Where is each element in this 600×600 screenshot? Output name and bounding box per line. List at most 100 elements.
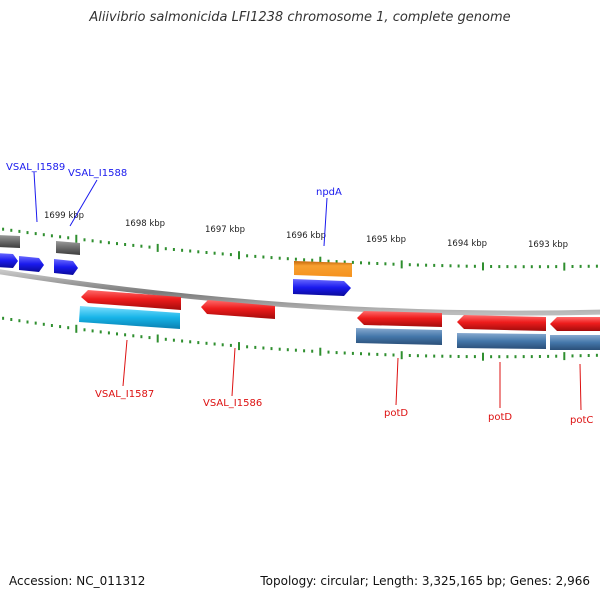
feature-VSAL_I1589-arrow[interactable] (0, 253, 18, 268)
feature-gray-1[interactable] (0, 235, 20, 248)
feature-potC-gene[interactable] (550, 335, 600, 350)
feature-gray-2[interactable] (56, 241, 80, 255)
minor-tick (254, 254, 257, 258)
minor-tick (164, 247, 167, 251)
feature-npdA-cds[interactable] (293, 279, 351, 296)
minor-tick (449, 264, 452, 268)
minor-tick (538, 355, 541, 358)
minor-tick (343, 260, 346, 264)
minor-tick (392, 262, 395, 266)
minor-tick (294, 348, 297, 352)
label-VSAL_I1588[interactable]: VSAL_I1588 (68, 168, 127, 179)
minor-tick (59, 325, 62, 329)
minor-tick (205, 341, 208, 345)
minor-tick (10, 228, 13, 232)
kbp-tick-label: 1697 kbp (205, 225, 245, 235)
minor-tick (351, 260, 354, 264)
minor-tick (140, 335, 143, 339)
minor-tick (205, 251, 208, 254)
outer-tick-ring (2, 227, 598, 271)
minor-tick (26, 231, 29, 235)
feature-potD-2-gene[interactable] (457, 333, 546, 349)
leader-line (395, 357, 399, 406)
minor-tick (327, 350, 330, 354)
feature-VSAL_I1586-cds[interactable] (201, 300, 275, 319)
minor-tick (246, 254, 249, 258)
minor-tick (278, 256, 281, 260)
minor-tick (530, 265, 533, 269)
minor-tick (99, 240, 102, 244)
feature-potD-1-gene[interactable] (356, 328, 442, 345)
leader-line (69, 179, 98, 227)
label-VSAL_I1587[interactable]: VSAL_I1587 (95, 389, 154, 400)
minor-tick (441, 264, 444, 268)
minor-tick (124, 243, 127, 246)
major-tick (238, 342, 240, 351)
minor-tick (416, 354, 419, 358)
feature-potD-2-cds[interactable] (457, 315, 546, 331)
minor-tick (189, 249, 192, 253)
minor-tick (286, 257, 289, 261)
minor-tick (91, 329, 94, 333)
minor-tick (34, 321, 37, 325)
feature-VSAL_I1588-arrow-a[interactable] (19, 256, 44, 272)
major-tick (563, 352, 566, 361)
minor-tick (384, 353, 387, 357)
minor-tick (99, 330, 102, 334)
minor-tick (514, 355, 517, 359)
minor-tick (425, 263, 428, 267)
minor-tick (197, 341, 200, 345)
feature-VSAL_I1587-cds[interactable] (81, 290, 181, 310)
minor-tick (311, 349, 314, 353)
kbp-tick-label: 1694 kbp (447, 239, 487, 249)
minor-tick (213, 342, 216, 346)
minor-tick (416, 263, 419, 267)
inner-tick-ring (2, 316, 598, 361)
minor-tick (303, 258, 306, 262)
label-VSAL_I1586[interactable]: VSAL_I1586 (203, 398, 262, 409)
label-potC[interactable]: potC (570, 415, 593, 426)
minor-tick (473, 264, 476, 268)
minor-tick (360, 261, 362, 265)
minor-tick (116, 242, 118, 246)
minor-tick (181, 248, 184, 252)
label-VSAL_I1589[interactable]: VSAL_I1589 (6, 162, 65, 173)
minor-tick (26, 320, 29, 324)
feature-potD-1-cds[interactable] (357, 311, 442, 327)
minor-tick (18, 229, 21, 233)
minor-tick (116, 332, 118, 336)
minor-tick (335, 351, 338, 355)
minor-tick (498, 355, 501, 359)
minor-tick (376, 262, 379, 265)
major-tick (238, 251, 240, 260)
label-npdA[interactable]: npdA (316, 187, 342, 198)
label-potD-2[interactable]: potD (488, 412, 512, 423)
minor-tick (571, 265, 574, 268)
minor-tick (294, 257, 297, 261)
minor-tick (473, 355, 476, 359)
minor-tick (327, 259, 330, 263)
minor-tick (311, 258, 314, 262)
minor-tick (538, 265, 541, 269)
feature-npdA-misc[interactable] (294, 261, 352, 277)
feature-VSAL_I1588-arrow-b[interactable] (54, 259, 78, 275)
minor-tick (514, 265, 517, 269)
minor-tick (530, 355, 533, 359)
minor-tick (83, 328, 86, 332)
minor-tick (83, 238, 86, 242)
minor-tick (506, 265, 509, 269)
minor-tick (368, 352, 371, 356)
label-potD-1[interactable]: potD (384, 408, 408, 419)
minor-tick (91, 239, 94, 243)
feature-potC-cds[interactable] (550, 317, 600, 331)
minor-tick (197, 250, 200, 254)
feature-VSAL_I1587-gene[interactable] (79, 306, 180, 329)
minor-tick (303, 349, 306, 353)
minor-tick (132, 334, 135, 338)
minor-tick (278, 347, 281, 351)
minor-tick (506, 355, 509, 359)
minor-tick (2, 316, 5, 320)
forward-strand-features (0, 235, 352, 296)
minor-tick (42, 322, 45, 326)
